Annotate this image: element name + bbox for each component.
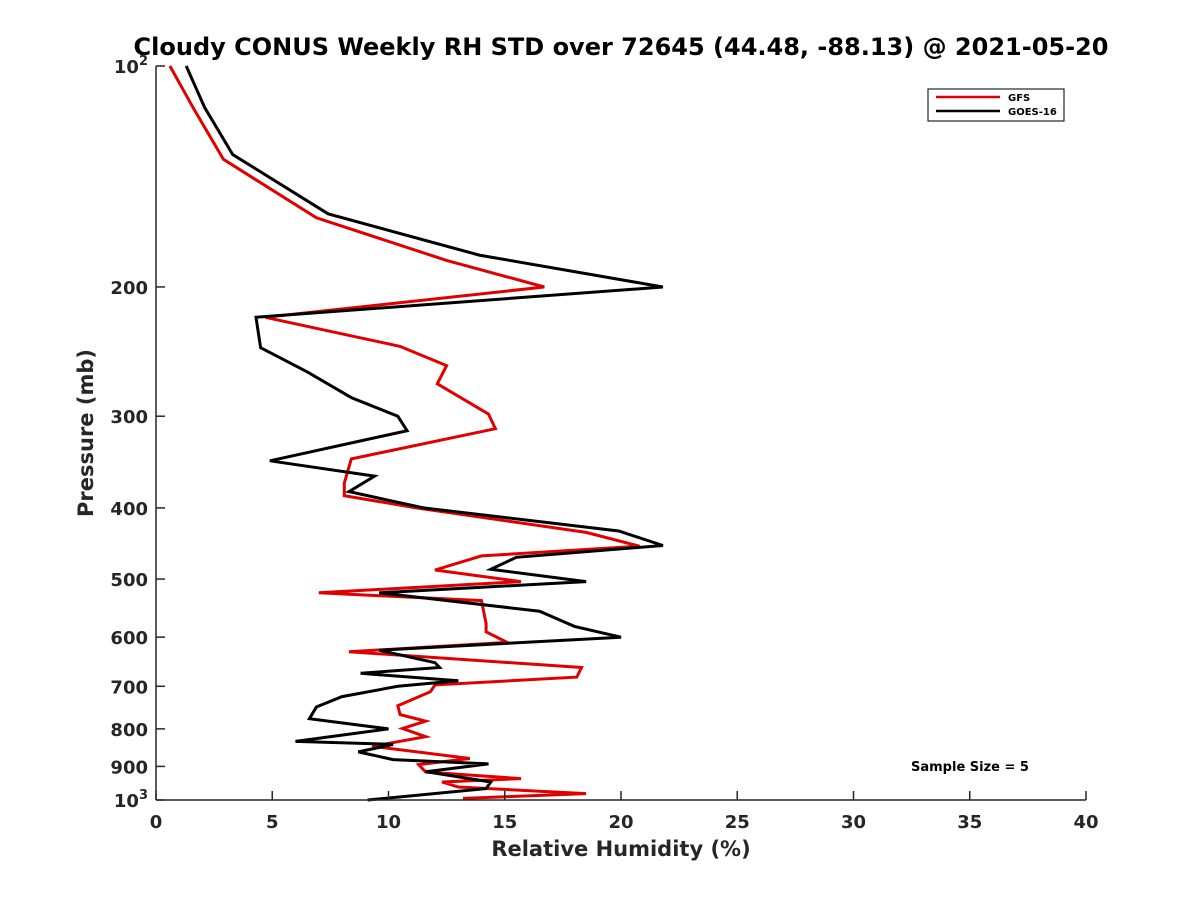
y-tick-label: 400 bbox=[110, 499, 148, 520]
x-tick-label: 5 bbox=[266, 812, 279, 833]
x-axis-label: Relative Humidity (%) bbox=[491, 837, 750, 861]
y-tick-label: 600 bbox=[110, 628, 148, 649]
chart-title: Cloudy CONUS Weekly RH STD over 72645 (4… bbox=[134, 33, 1109, 61]
x-tick-label: 30 bbox=[841, 812, 866, 833]
y-axis-label: Pressure (mb) bbox=[74, 349, 98, 517]
x-tick-label: 35 bbox=[957, 812, 982, 833]
legend: GFS GOES-16 bbox=[927, 88, 1065, 122]
plot-area bbox=[156, 66, 1086, 800]
series-layer bbox=[168, 65, 664, 802]
y-axis-ticks: 102 200 300 400 500 600 700 800 900 103 bbox=[110, 54, 165, 812]
legend-label-goes16: GOES-16 bbox=[1008, 107, 1057, 118]
y-tick-label: 700 bbox=[110, 677, 148, 698]
y-tick-label: 500 bbox=[110, 570, 148, 591]
y-tick-label: 200 bbox=[110, 278, 148, 299]
x-tick-label: 40 bbox=[1073, 812, 1098, 833]
y-tick-label: 800 bbox=[110, 720, 148, 741]
x-tick-label: 20 bbox=[608, 812, 633, 833]
y-tick-label: 102 bbox=[114, 54, 148, 78]
series-line-gfs bbox=[168, 65, 640, 800]
x-tick-label: 10 bbox=[376, 812, 401, 833]
x-tick-label: 15 bbox=[492, 812, 517, 833]
y-tick-label: 103 bbox=[114, 788, 148, 812]
x-axis-ticks: 0 5 10 15 20 25 30 35 40 bbox=[150, 791, 1099, 833]
sample-size-annotation: Sample Size = 5 bbox=[911, 760, 1029, 775]
legend-box bbox=[927, 88, 1065, 122]
x-tick-label: 25 bbox=[725, 812, 750, 833]
legend-label-gfs: GFS bbox=[1008, 93, 1030, 104]
x-tick-label: 0 bbox=[150, 812, 163, 833]
y-tick-label: 900 bbox=[110, 757, 148, 778]
series-line-goes16 bbox=[184, 65, 664, 802]
y-tick-label: 300 bbox=[110, 407, 148, 428]
